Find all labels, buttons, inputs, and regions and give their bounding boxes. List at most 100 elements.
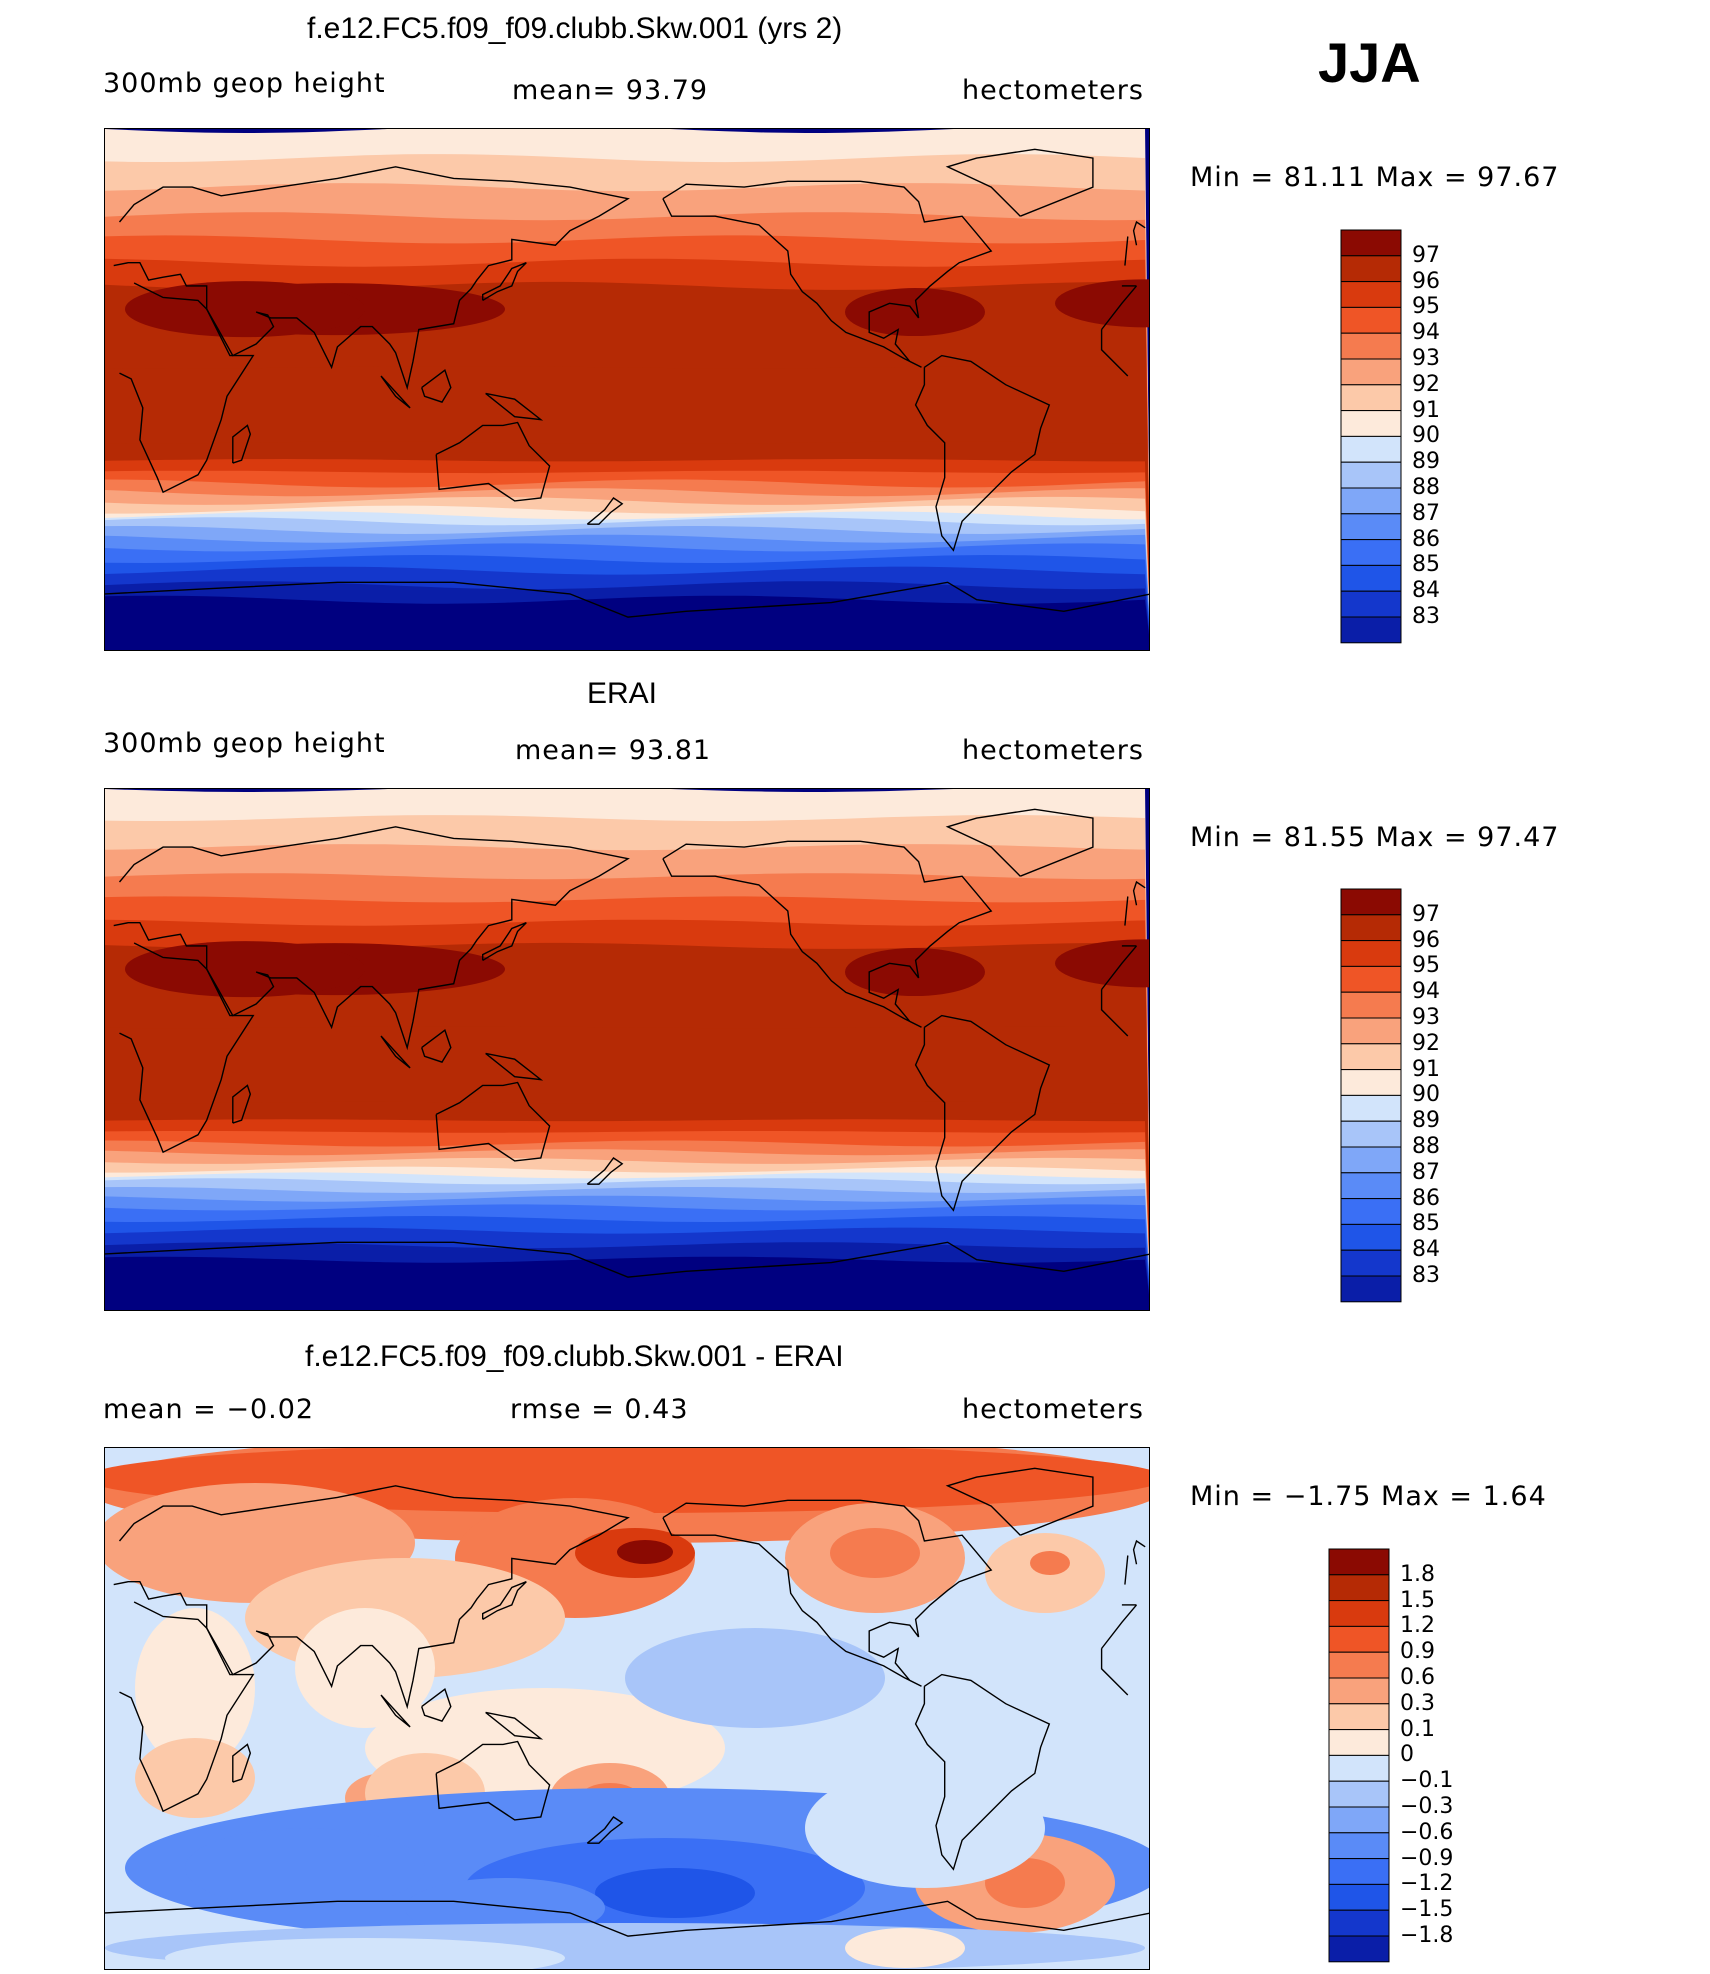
- coastline: [119, 942, 255, 1154]
- contour-region: [295, 1608, 435, 1728]
- colorbar-swatch: [1340, 1275, 1402, 1303]
- colorbar-tick-label: −1.2: [1400, 1871, 1454, 1897]
- coastline: [1101, 945, 1138, 990]
- coastline: [1132, 220, 1146, 246]
- colorbar-tick-label: 0: [1400, 1742, 1414, 1768]
- coastline: [421, 369, 452, 403]
- contour-region: [1030, 1551, 1070, 1575]
- colorbar-tick-label: 89: [1412, 1108, 1440, 1134]
- colorbar-tick-label: 90: [1412, 423, 1440, 449]
- panel1-mean-label: mean= 93.79: [512, 75, 709, 106]
- colorbar-swatch: [1328, 1548, 1390, 1576]
- panel1-units-label: hectometers: [962, 75, 1144, 106]
- colorbar-swatch: [1328, 1858, 1390, 1885]
- colorbar-tick-label: 83: [1412, 604, 1440, 629]
- coastline: [1100, 989, 1129, 1037]
- colorbar-tick-label: 96: [1412, 927, 1440, 953]
- coastline: [105, 581, 1149, 618]
- season-label: JJA: [1318, 31, 1421, 94]
- colorbar-swatch: [1328, 1883, 1390, 1911]
- coastline: [945, 148, 1094, 217]
- coastline: [914, 354, 1051, 552]
- contour-region: [625, 1628, 885, 1728]
- contour-maximum: [1055, 939, 1149, 988]
- colorbar-swatch: [1340, 513, 1402, 541]
- contour-maximum: [125, 281, 365, 338]
- colorbar-tick-label: 93: [1412, 346, 1440, 371]
- coastline: [380, 1035, 411, 1069]
- contour-band: [105, 595, 1149, 650]
- colorbar-swatch: [1340, 1198, 1402, 1225]
- colorbar-swatch: [1340, 1043, 1402, 1071]
- panel3-units-label: hectometers: [962, 1394, 1144, 1425]
- coastline: [1124, 896, 1129, 926]
- colorbar-swatch: [1328, 1729, 1390, 1756]
- coastline: [662, 1499, 993, 1687]
- colorbar-tick-label: 1.5: [1400, 1587, 1435, 1613]
- colorbar-tick-label: 88: [1412, 475, 1440, 500]
- contour-region: [595, 1868, 755, 1918]
- coastline: [586, 1157, 624, 1185]
- coastline: [485, 1052, 544, 1081]
- coastline: [482, 1581, 527, 1621]
- coastline: [105, 1900, 1149, 1937]
- colorbar-tick-label: 95: [1412, 953, 1440, 979]
- colorbar-swatch: [1328, 1780, 1390, 1808]
- colorbar-swatch: [1328, 1909, 1390, 1937]
- colorbar-swatch: [1340, 1223, 1402, 1251]
- coastline: [232, 424, 252, 464]
- panel3-rmse-label: rmse = 0.43: [510, 1394, 689, 1425]
- panel2-variable-label: 300mb geop height: [103, 728, 386, 759]
- coastline: [119, 1601, 255, 1813]
- colorbar-swatch: [1340, 306, 1402, 334]
- coastline: [662, 840, 993, 1028]
- coastline: [586, 497, 624, 525]
- colorbar-swatch: [1340, 1146, 1402, 1174]
- colorbar-swatch: [1340, 991, 1402, 1019]
- colorbar-swatch: [1340, 281, 1402, 308]
- colorbar-tick-label: 1.2: [1400, 1613, 1435, 1639]
- panel2-map-svg: [105, 789, 1149, 1310]
- coastline: [421, 1688, 452, 1722]
- contour-region: [830, 1528, 920, 1578]
- contour-maximum: [1055, 279, 1149, 328]
- coastlines: [105, 148, 1149, 618]
- coastline: [435, 421, 551, 502]
- colorbar-tick-label: −0.1: [1400, 1768, 1454, 1794]
- colorbar-tick-label: 85: [1412, 1211, 1440, 1237]
- colorbar-swatch: [1340, 590, 1402, 618]
- coastline: [1124, 236, 1129, 266]
- colorbar-tick-label: −1.8: [1400, 1923, 1454, 1948]
- colorbar-swatch: [1340, 1172, 1402, 1200]
- coastline: [1100, 1648, 1129, 1696]
- contour-region: [135, 1738, 255, 1818]
- coastline: [232, 1084, 252, 1124]
- contour-region: [805, 1768, 1045, 1888]
- colorbar-swatch: [1340, 229, 1402, 257]
- colorbar-swatch: [1328, 1806, 1390, 1834]
- colorbar-tick-label: 1.8: [1400, 1561, 1435, 1587]
- colorbar-tick-label: 92: [1412, 371, 1440, 397]
- coastline: [1101, 285, 1138, 330]
- panel2-map: [104, 788, 1150, 1311]
- colorbar-tick-label: −0.9: [1400, 1845, 1454, 1871]
- coastline: [945, 808, 1094, 877]
- colorbar-tick-label: 96: [1412, 268, 1440, 294]
- colorbar-tick-label: 0.1: [1400, 1716, 1435, 1742]
- colorbar-tick-label: 94: [1412, 979, 1440, 1005]
- coastline: [421, 1029, 452, 1063]
- colorbar-tick-label: 90: [1412, 1082, 1440, 1108]
- colorbar-swatch: [1328, 1677, 1390, 1705]
- panel2-mean-label: mean= 93.81: [515, 735, 712, 766]
- colorbar-tick-label: 0.6: [1400, 1665, 1435, 1690]
- coastlines: [105, 808, 1149, 1278]
- colorbar-tick-label: 87: [1412, 1159, 1440, 1185]
- panel1-variable-label: 300mb geop height: [103, 68, 386, 99]
- colorbar-swatch: [1340, 564, 1402, 592]
- colorbar-tick-label: −1.5: [1400, 1897, 1454, 1923]
- colorbar-tick-label: 86: [1412, 526, 1440, 552]
- colorbar-tick-label: 83: [1412, 1263, 1440, 1288]
- coastline: [914, 1673, 1051, 1871]
- coastlines: [105, 1467, 1149, 1937]
- colorbar-swatch: [1340, 332, 1402, 360]
